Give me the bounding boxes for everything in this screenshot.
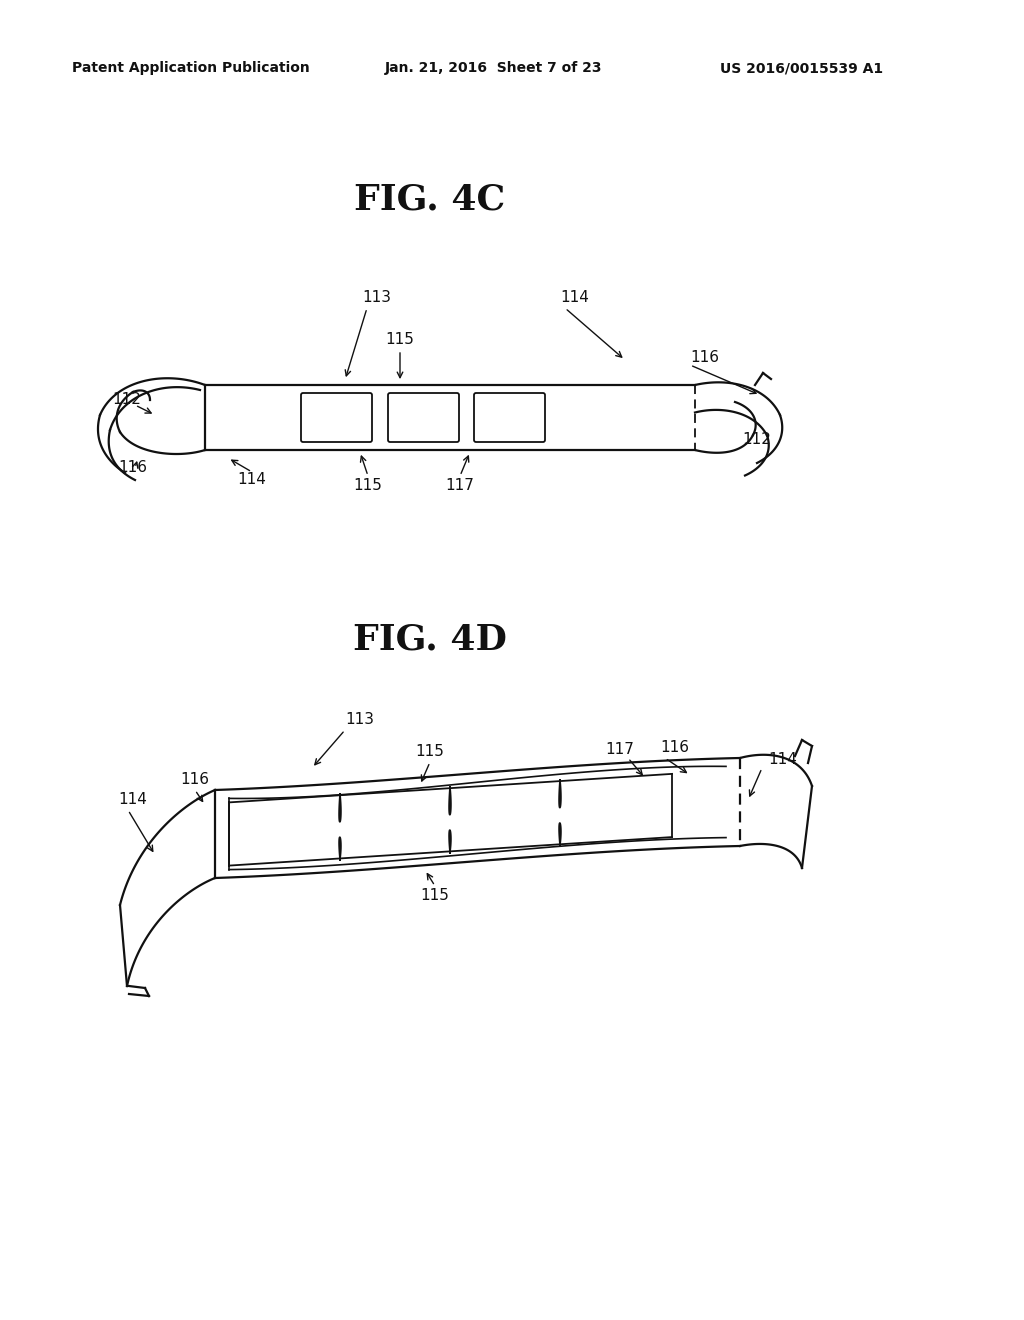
Text: 115: 115: [416, 744, 444, 759]
FancyBboxPatch shape: [388, 393, 459, 442]
Text: Jan. 21, 2016  Sheet 7 of 23: Jan. 21, 2016 Sheet 7 of 23: [385, 61, 602, 75]
Text: Patent Application Publication: Patent Application Publication: [72, 61, 309, 75]
Text: 116: 116: [690, 351, 719, 366]
Text: 112: 112: [742, 433, 771, 447]
Text: 115: 115: [421, 887, 450, 903]
Text: FIG. 4D: FIG. 4D: [353, 623, 507, 657]
Text: US 2016/0015539 A1: US 2016/0015539 A1: [720, 61, 883, 75]
Text: 114: 114: [768, 752, 797, 767]
Text: 116: 116: [180, 772, 210, 788]
Text: 113: 113: [362, 290, 391, 305]
Text: 115: 115: [386, 333, 415, 347]
Text: 115: 115: [353, 478, 382, 492]
Text: 114: 114: [560, 290, 589, 305]
Text: 112: 112: [112, 392, 141, 408]
Text: 117: 117: [445, 478, 474, 492]
Text: FIG. 4C: FIG. 4C: [354, 183, 506, 216]
Text: 113: 113: [345, 713, 374, 727]
Text: 114: 114: [238, 473, 266, 487]
Text: 116: 116: [660, 741, 689, 755]
Text: 114: 114: [118, 792, 146, 808]
FancyBboxPatch shape: [301, 393, 372, 442]
Text: 116: 116: [118, 461, 147, 475]
Text: 117: 117: [605, 742, 635, 758]
FancyBboxPatch shape: [474, 393, 545, 442]
